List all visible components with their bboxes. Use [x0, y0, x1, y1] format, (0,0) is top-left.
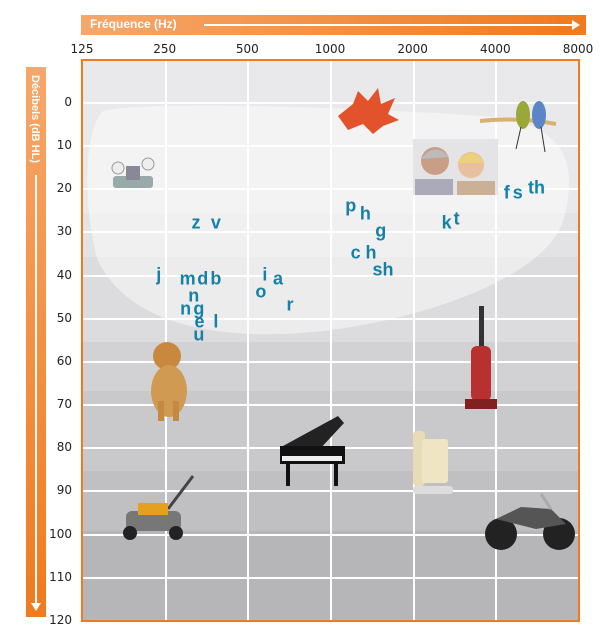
y-tick-label: 10	[56, 138, 72, 153]
grid-line-horizontal	[83, 533, 578, 536]
x-tick-label: 250	[153, 42, 177, 56]
y-tick-label: 30	[56, 224, 72, 239]
grid-line-horizontal	[83, 231, 578, 234]
speech-sound-sh: sh	[372, 259, 394, 280]
speech-sound-g: g	[193, 298, 205, 319]
grid-line-vertical	[412, 61, 415, 620]
grid-line-horizontal	[83, 490, 578, 493]
speech-sound-th: th	[528, 177, 546, 198]
y-tick-label: 80	[56, 440, 72, 455]
x-tick-label: 2000	[397, 42, 428, 56]
y-tick-label: 90	[56, 483, 72, 498]
motorcycle-icon	[485, 493, 575, 550]
grid-line-vertical	[247, 61, 250, 620]
speech-sound-n: n	[180, 298, 192, 319]
x-tick-label: 500	[235, 42, 259, 56]
leaf-icon	[338, 88, 399, 134]
grid-line-horizontal	[83, 360, 578, 363]
speech-sound-p: p	[345, 195, 357, 216]
grid-line-horizontal	[83, 102, 578, 104]
speech-sound-h: h	[359, 203, 371, 224]
y-tick-label: 0	[64, 95, 72, 109]
vacuum-cleaner-icon	[465, 306, 497, 409]
y-axis-title: Décibels (dB HL)	[29, 75, 41, 164]
x-axis-title-bar: Fréquence (Hz)	[81, 15, 586, 35]
speech-sound-d: d	[197, 268, 209, 289]
y-tick-label: 110	[49, 569, 72, 584]
x-tick-label: 125	[70, 42, 94, 56]
x-axis-title: Fréquence (Hz)	[90, 17, 177, 31]
y-tick-label: 40	[56, 267, 72, 282]
y-axis-title-bar: Décibels (dB HL)	[26, 67, 46, 617]
speech-sound-o: o	[255, 281, 267, 302]
speech-sound-b: b	[210, 268, 222, 289]
speech-sound-g: g	[375, 220, 387, 241]
speech-sound-c: c	[350, 242, 361, 263]
y-tick-label: 20	[56, 181, 72, 196]
faucet-icon	[111, 157, 155, 188]
arrow-right-icon	[204, 20, 580, 30]
grid-line-horizontal	[83, 404, 578, 407]
whisper-people-icon	[413, 139, 498, 195]
speech-sound-z: z	[191, 212, 201, 233]
speech-sound-n: n	[188, 285, 200, 306]
speech-sound-i: i	[262, 264, 268, 285]
grid-line-horizontal	[83, 145, 578, 148]
grid-line-vertical	[164, 61, 167, 620]
x-tick-label: 8000	[562, 42, 594, 56]
speech-sound-e: e	[194, 311, 205, 332]
speech-sound-v: v	[210, 212, 221, 233]
birds-icon	[479, 101, 557, 153]
lawn-mower-icon	[123, 475, 195, 540]
speech-sound-s: s	[512, 182, 523, 203]
dog-icon	[151, 342, 187, 421]
piano-icon	[280, 416, 345, 486]
speech-sound-t: t	[453, 208, 460, 228]
audiogram-plot: z v j m d b n n g e u l i a o r p h g c h sh k t f s th	[81, 59, 580, 622]
grid-line-horizontal	[83, 274, 578, 277]
grid-line-vertical	[495, 61, 498, 620]
grid-line-vertical	[330, 61, 332, 620]
y-tick-label: 120	[49, 612, 72, 627]
speech-sound-f: f	[503, 182, 510, 203]
telephone-icon	[413, 431, 453, 494]
y-tick-label: 70	[56, 397, 72, 412]
grid-line-horizontal	[83, 576, 578, 579]
speech-sound-l: l	[213, 311, 219, 332]
speech-sound-a: a	[273, 268, 284, 289]
speech-sound-k: k	[441, 212, 452, 233]
arrow-down-icon	[31, 175, 41, 611]
x-tick-label: 1000	[314, 42, 346, 56]
speech-sound-h: h	[365, 242, 377, 263]
speech-sound-j: j	[156, 264, 162, 285]
y-tick-label: 100	[49, 526, 72, 541]
grid-line-horizontal	[83, 188, 578, 191]
speech-sound-u: u	[193, 324, 205, 345]
x-tick-label: 4000	[480, 42, 511, 56]
grid-line-horizontal	[83, 317, 578, 320]
y-tick-label: 60	[56, 353, 72, 368]
speech-sound-r: r	[286, 294, 294, 315]
speech-sound-m: m	[179, 268, 196, 289]
y-tick-label: 50	[56, 310, 72, 325]
